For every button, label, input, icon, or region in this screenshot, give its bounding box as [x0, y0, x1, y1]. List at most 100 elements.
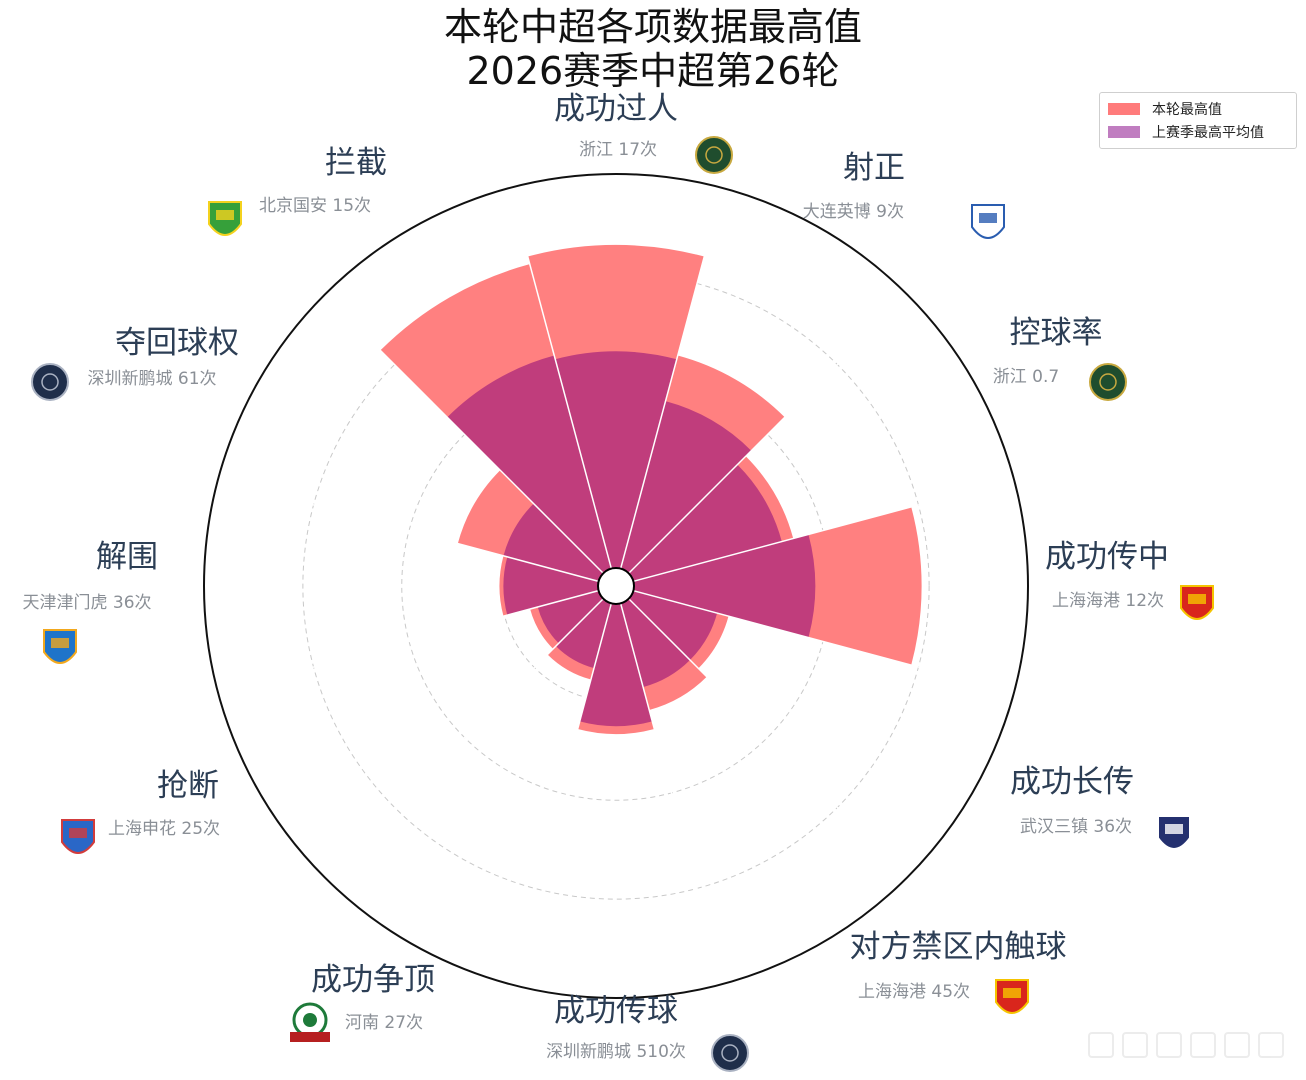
team-value-label: 深圳新鹏城 61次 — [87, 369, 216, 389]
shenzhen-badge-icon — [711, 1034, 749, 1072]
bar-avg — [628, 590, 718, 661]
watermark-box — [1224, 1032, 1250, 1058]
stat-value: 25次 — [181, 819, 220, 839]
legend-item-avg: 上赛季最高平均值 — [1108, 123, 1264, 141]
team-name: 上海海港 — [1052, 591, 1125, 611]
center-hole — [597, 567, 635, 605]
team-name: 北京国安 — [259, 196, 332, 216]
stat-label: 射正 — [843, 150, 905, 186]
henan-badge-icon — [290, 1002, 330, 1042]
sector-divider — [633, 478, 1015, 583]
stat-value: 45次 — [931, 982, 970, 1002]
team-value-label: 浙江 17次 — [579, 140, 657, 160]
stat-label: 成功争顶 — [311, 962, 435, 998]
watermark-box — [1258, 1032, 1284, 1058]
stat-value: 510次 — [636, 1042, 685, 1062]
team-name: 上海申花 — [108, 819, 181, 839]
stat-label: 成功过人 — [554, 91, 678, 127]
team-name: 上海海港 — [858, 982, 931, 1002]
outer-ring — [203, 173, 1029, 999]
zhejiang-badge-icon — [695, 136, 733, 174]
stat-value: 27次 — [384, 1013, 423, 1033]
team-value-label: 浙江 0.7 — [993, 367, 1059, 387]
shenhua-badge-icon — [61, 819, 95, 854]
grid-ring — [302, 272, 930, 900]
bar-avg — [555, 598, 612, 669]
zhejiang-badge-icon — [1089, 363, 1127, 401]
team-value-label: 天津津门虎 36次 — [22, 593, 151, 613]
stat-label: 对方禁区内触球 — [850, 929, 1067, 965]
sector-divider — [619, 187, 724, 569]
bar-avg — [628, 464, 782, 582]
bar-avg — [537, 590, 604, 644]
chart-subtitle: 2026赛季中超第26轮 — [466, 49, 840, 93]
bar-avg — [447, 355, 612, 574]
watermark-box — [1190, 1032, 1216, 1058]
legend-item-max: 本轮最高值 — [1108, 100, 1222, 118]
team-value-label: 深圳新鹏城 510次 — [546, 1042, 686, 1062]
team-value-label: 上海海港 12次 — [1052, 591, 1164, 611]
team-name: 大连英博 — [803, 202, 876, 222]
team-value-label: 上海海港 45次 — [858, 982, 970, 1002]
team-name: 浙江 — [993, 367, 1032, 387]
team-value-label: 河南 27次 — [345, 1013, 423, 1033]
stat-value: 0.7 — [1032, 367, 1059, 387]
team-value-label: 武汉三镇 36次 — [1020, 817, 1132, 837]
shanghai-port-badge-icon — [1180, 585, 1214, 620]
stat-label: 成功传球 — [554, 993, 678, 1029]
stat-value: 9次 — [876, 202, 904, 222]
bar-avg — [633, 534, 816, 638]
team-name: 浙江 — [579, 140, 618, 160]
bar-avg — [620, 401, 752, 574]
legend-label-avg: 上赛季最高平均值 — [1152, 125, 1264, 141]
shanghai-port-badge-icon — [995, 979, 1029, 1014]
sector-divider — [217, 478, 599, 583]
stat-value: 36次 — [1093, 817, 1132, 837]
stat-label: 解围 — [96, 539, 158, 575]
legend-swatch-avg — [1108, 126, 1140, 138]
stat-label: 抢断 — [157, 768, 219, 804]
sector-divider — [508, 187, 613, 569]
shenzhen-badge-icon — [31, 363, 69, 401]
legend-swatch-max — [1108, 103, 1140, 115]
team-value-label: 大连英博 9次 — [803, 202, 904, 222]
team-name: 深圳新鹏城 — [546, 1042, 636, 1062]
wuhan-badge-icon — [1157, 815, 1191, 850]
sector-divider — [633, 589, 1015, 694]
sector-divider — [324, 598, 604, 878]
bar-avg — [579, 603, 653, 727]
watermark-box — [1088, 1032, 1114, 1058]
stat-value: 15次 — [332, 196, 371, 216]
team-name: 河南 — [345, 1013, 384, 1033]
legend-label-max: 本轮最高值 — [1152, 102, 1222, 118]
team-name: 武汉三镇 — [1020, 817, 1093, 837]
sector-divider — [508, 603, 613, 985]
watermark-box — [1156, 1032, 1182, 1058]
watermark — [1088, 1032, 1284, 1058]
sector-divider — [628, 598, 908, 878]
sector-divider — [619, 603, 724, 985]
avg-bars — [447, 351, 816, 727]
stat-label: 夺回球权 — [115, 325, 239, 361]
stat-value: 17次 — [618, 140, 657, 160]
stat-label: 成功长传 — [1010, 764, 1134, 800]
team-name: 天津津门虎 — [22, 593, 112, 613]
sector-divider — [628, 294, 908, 574]
tianjin-badge-icon — [43, 629, 77, 664]
team-value-label: 上海申花 25次 — [108, 819, 220, 839]
legend: 本轮最高值 上赛季最高平均值 — [1099, 92, 1297, 149]
stat-value: 12次 — [1125, 591, 1164, 611]
bar-avg — [503, 556, 599, 616]
stat-label: 控球率 — [1010, 315, 1103, 351]
sector-divider — [324, 294, 604, 574]
sector-dividers — [217, 187, 1015, 985]
team-name: 深圳新鹏城 — [87, 369, 177, 389]
bar-avg — [620, 598, 691, 688]
chart-title: 本轮中超各项数据最高值 — [443, 5, 862, 49]
guoan-badge-icon — [208, 201, 242, 236]
bar-avg — [555, 351, 677, 569]
sector-divider — [217, 589, 599, 694]
stat-label: 成功传中 — [1045, 539, 1169, 575]
